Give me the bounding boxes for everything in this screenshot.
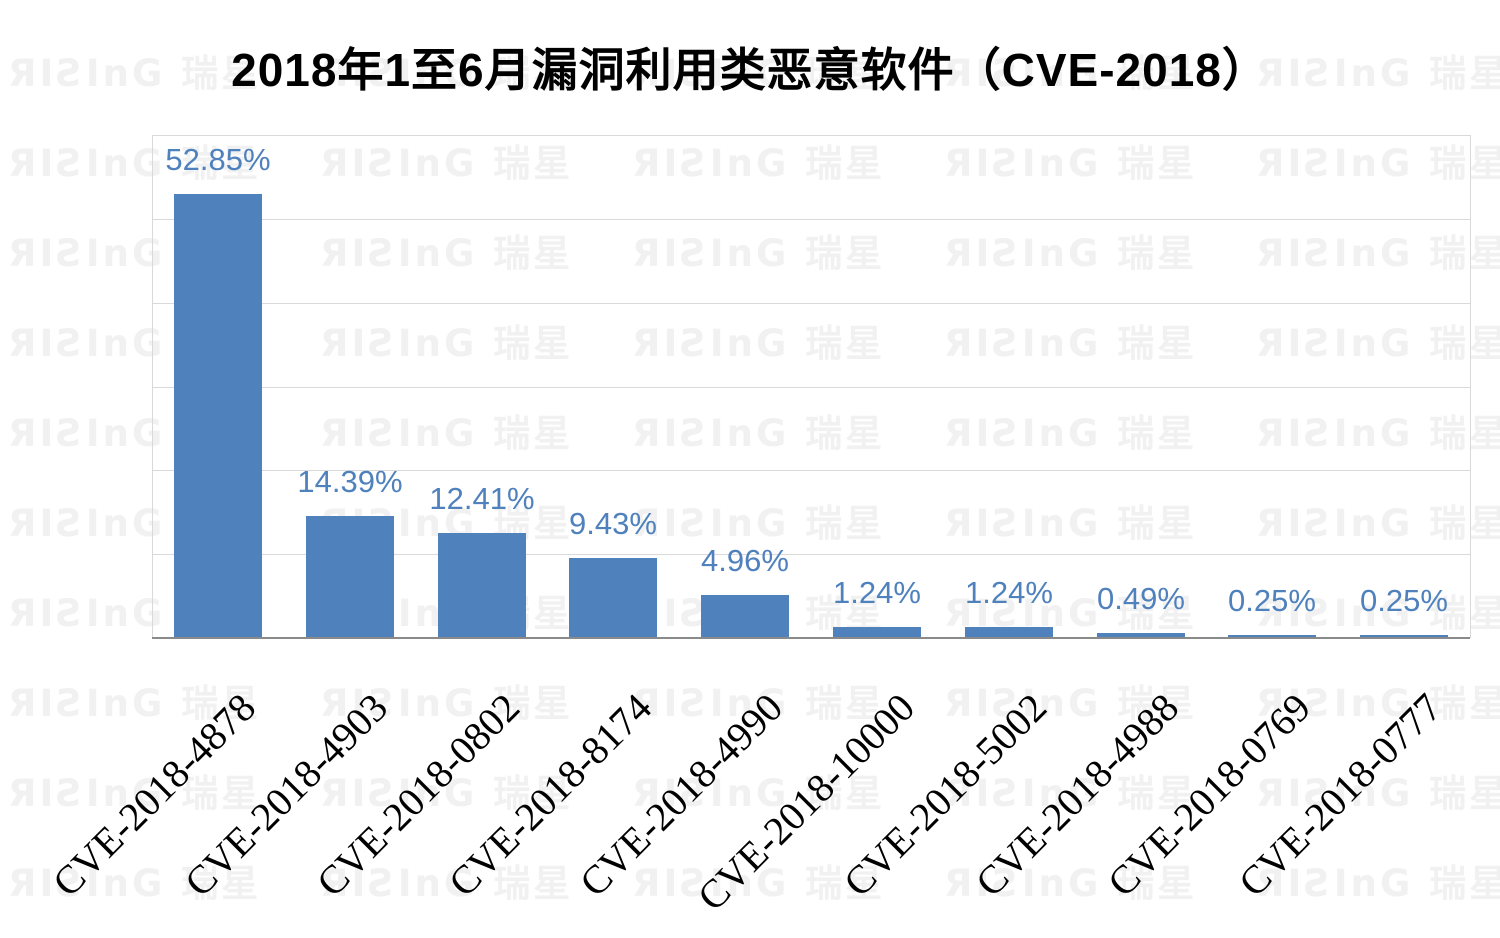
value-label: 14.39%	[297, 464, 403, 499]
plot-border-left	[152, 135, 153, 638]
gridline	[152, 554, 1470, 555]
gridline	[152, 219, 1470, 220]
gridline	[152, 135, 1470, 136]
chart-title: 2018年1至6月漏洞利用类恶意软件（CVE-2018）	[231, 44, 1269, 96]
bar	[833, 627, 921, 637]
x-axis-line	[152, 637, 1470, 639]
value-label: 0.25%	[1360, 583, 1448, 618]
value-label: 1.24%	[965, 575, 1053, 610]
bar	[701, 595, 789, 637]
bar	[1228, 635, 1316, 637]
value-label: 4.96%	[701, 543, 789, 578]
value-label: 12.41%	[429, 481, 535, 516]
bar	[1360, 635, 1448, 637]
bar	[1097, 633, 1185, 637]
bar	[965, 627, 1053, 637]
gridline	[152, 387, 1470, 388]
bar	[174, 194, 262, 637]
value-label: 52.85%	[165, 142, 271, 177]
bar	[569, 558, 657, 637]
bar	[306, 516, 394, 637]
value-label: 9.43%	[569, 506, 657, 541]
gridline	[152, 470, 1470, 471]
bar	[438, 533, 526, 637]
plot-border-right	[1470, 135, 1471, 638]
gridline	[152, 303, 1470, 304]
value-label: 0.25%	[1228, 583, 1316, 618]
value-label: 1.24%	[833, 575, 921, 610]
value-label: 0.49%	[1097, 581, 1185, 616]
